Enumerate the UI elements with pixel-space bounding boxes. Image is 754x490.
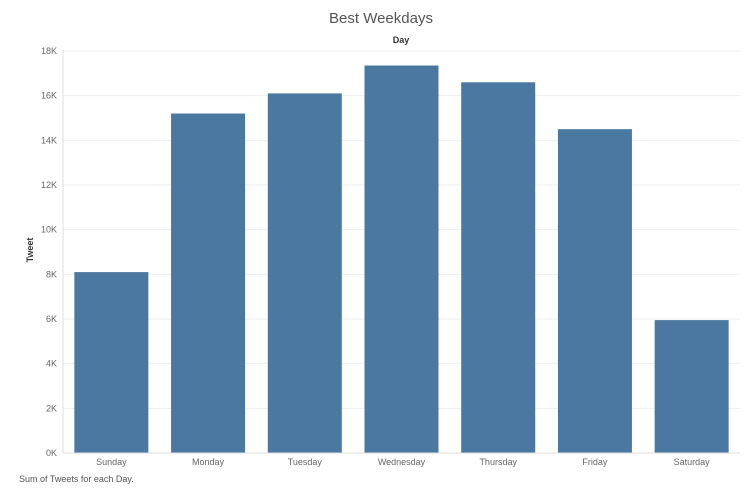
- bar-friday[interactable]: [558, 129, 632, 453]
- y-tick-label: 14K: [41, 135, 57, 145]
- bar-wednesday[interactable]: [365, 66, 439, 453]
- x-tick-label-tuesday: Tuesday: [288, 457, 323, 467]
- x-tick-label-monday: Monday: [192, 457, 225, 467]
- y-tick-label: 16K: [41, 91, 57, 101]
- bar-tuesday[interactable]: [268, 93, 342, 453]
- bars: [74, 66, 728, 453]
- x-tick-label-wednesday: Wednesday: [378, 457, 426, 467]
- bar-saturday[interactable]: [655, 320, 729, 453]
- x-tick-label-saturday: Saturday: [674, 457, 711, 467]
- y-axis-ticks: 0K 2K 4K 6K 8K 10K 12K 14K 16K 18K: [41, 46, 57, 458]
- chart-footer: Sum of Tweets for each Day.: [19, 474, 134, 484]
- chart-title: Best Weekdays: [329, 10, 433, 27]
- y-tick-label: 18K: [41, 46, 57, 56]
- y-tick-label: 10K: [41, 225, 57, 235]
- y-tick-label: 4K: [46, 359, 57, 369]
- x-axis-labels: Sunday Monday Tuesday Wednesday Thursday Frid…: [96, 457, 710, 467]
- x-tick-label-sunday: Sunday: [96, 457, 127, 467]
- bar-monday[interactable]: [171, 114, 245, 453]
- y-tick-label: 2K: [46, 403, 57, 413]
- x-tick-label-thursday: Thursday: [479, 457, 517, 467]
- y-axis-title: Tweet: [25, 238, 35, 263]
- y-tick-label: 0K: [46, 448, 57, 458]
- y-tick-label: 8K: [46, 269, 57, 279]
- y-tick-label: 6K: [46, 314, 57, 324]
- x-tick-label-friday: Friday: [582, 457, 608, 467]
- bar-thursday[interactable]: [461, 82, 535, 453]
- y-tick-label: 12K: [41, 180, 57, 190]
- column-header: Day: [393, 35, 410, 45]
- bar-sunday[interactable]: [74, 272, 148, 453]
